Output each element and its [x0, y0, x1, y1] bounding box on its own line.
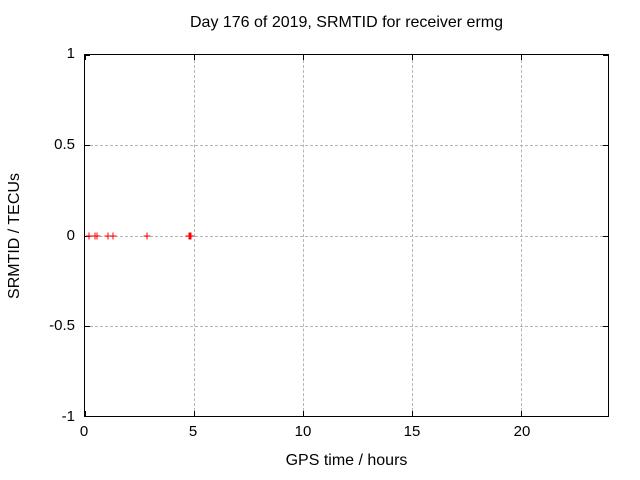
y-tick-mark: [85, 326, 90, 327]
x-tick-mark: [194, 411, 195, 416]
y-gridline: [85, 326, 608, 327]
y-tick-label: -0.5: [49, 317, 75, 334]
x-gridline: [412, 55, 413, 416]
x-tick-mark: [85, 55, 86, 60]
y-tick-mark: [603, 236, 608, 237]
data-point-marker: [104, 232, 112, 239]
data-point-marker: [143, 232, 151, 239]
x-tick-label: 15: [403, 423, 421, 440]
y-tick-mark: [85, 145, 90, 146]
x-tick-label: 5: [188, 423, 198, 440]
x-gridline: [303, 55, 304, 416]
data-point-marker: [109, 232, 117, 239]
data-point-marker: [85, 232, 93, 239]
x-axis-label: GPS time / hours: [285, 452, 408, 469]
chart-title: Day 176 of 2019, SRMTID for receiver erm…: [189, 14, 503, 31]
x-tick-label: 0: [79, 423, 89, 440]
x-tick-mark: [85, 411, 86, 416]
y-gridline: [85, 145, 608, 146]
y-tick-mark: [603, 55, 608, 56]
y-tick-label: 0: [66, 227, 75, 244]
plot-area: [84, 54, 609, 417]
x-tick-label: 10: [294, 423, 312, 440]
x-gridline: [194, 55, 195, 416]
data-point-marker: [187, 232, 195, 239]
x-tick-mark: [521, 411, 522, 416]
x-tick-mark: [303, 411, 304, 416]
y-tick-mark: [603, 326, 608, 327]
x-tick-mark: [412, 55, 413, 60]
x-gridline: [521, 55, 522, 416]
y-tick-mark: [85, 416, 90, 417]
y-tick-mark: [85, 236, 90, 237]
x-tick-label: 20: [513, 423, 531, 440]
y-tick-label: 0.5: [54, 136, 75, 153]
x-tick-mark: [521, 55, 522, 60]
x-tick-mark: [412, 411, 413, 416]
y-tick-mark: [85, 55, 90, 56]
x-tick-mark: [194, 55, 195, 60]
y-tick-label: -1: [61, 408, 75, 425]
y-tick-mark: [603, 145, 608, 146]
y-gridline: [85, 236, 608, 237]
data-point-marker: [93, 232, 101, 239]
x-tick-mark: [303, 55, 304, 60]
y-tick-label: 1: [66, 45, 75, 62]
y-tick-mark: [603, 416, 608, 417]
